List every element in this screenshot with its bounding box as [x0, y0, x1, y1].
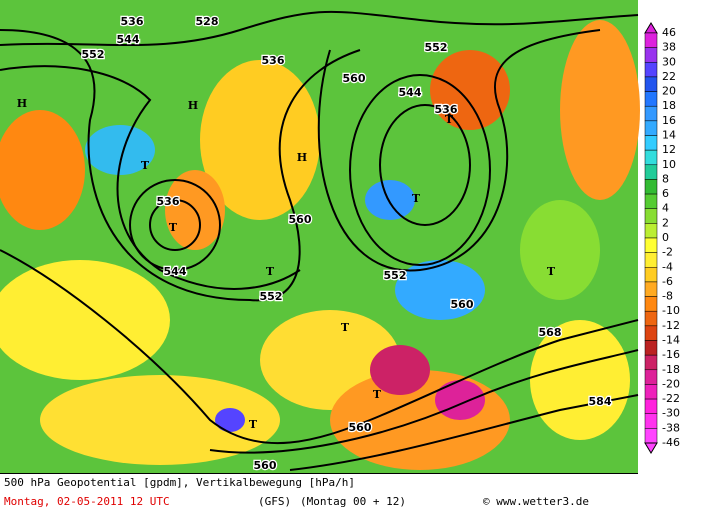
legend-swatch: [644, 32, 658, 48]
map-label: 544: [117, 33, 140, 46]
map-label: 552: [384, 269, 407, 282]
legend-swatch: [644, 62, 658, 78]
map-label: 536: [435, 103, 458, 116]
map-label: T: [547, 265, 556, 278]
legend-label: -12: [662, 319, 680, 332]
legend-label: -4: [662, 260, 673, 273]
legend-label: 38: [662, 41, 676, 54]
legend-swatch: [644, 267, 658, 283]
legend-swatch: [644, 76, 658, 92]
legend-swatch: [644, 120, 658, 136]
legend-cap: [644, 442, 658, 454]
legend-label: 6: [662, 187, 669, 200]
legend-label: -18: [662, 363, 680, 376]
legend-label: 8: [662, 172, 669, 185]
map-label: H: [17, 97, 27, 110]
legend-swatch: [644, 179, 658, 195]
map-label: T: [141, 159, 150, 172]
footer-model: (GFS): [258, 495, 291, 508]
map-label: T: [266, 265, 275, 278]
map-label: 584: [589, 395, 612, 408]
legend-swatch: [644, 105, 658, 122]
map-label: 552: [82, 48, 105, 61]
footer-run: (Montag 00 + 12): [300, 495, 406, 508]
footer-date: Montag, 02-05-2011 12 UTC: [4, 495, 170, 508]
legend-swatch: [644, 384, 658, 400]
legend-label: 14: [662, 129, 676, 142]
legend-swatch: [644, 413, 658, 429]
legend-label: 10: [662, 158, 676, 171]
legend-swatch: [644, 325, 658, 341]
map-label: H: [188, 99, 198, 112]
map-label: T: [169, 221, 178, 234]
legend-label: 12: [662, 143, 676, 156]
legend-label: 20: [662, 85, 676, 98]
legend-label: 4: [662, 202, 669, 215]
map-label: 536: [121, 15, 144, 28]
legend-swatch: [644, 340, 658, 356]
footer-title: 500 hPa Geopotential [gpdm], Vertikalbew…: [4, 476, 355, 489]
legend-label: -16: [662, 348, 680, 361]
legend-swatch: [644, 252, 658, 268]
legend-label: -30: [662, 407, 680, 420]
legend-label: 2: [662, 216, 669, 229]
legend-swatch: [644, 149, 658, 166]
map-label: 560: [289, 213, 312, 226]
footer-credit: © www.wetter3.de: [483, 495, 589, 508]
legend-swatch: [644, 237, 658, 253]
legend-label: -14: [662, 334, 680, 347]
map-field: [0, 0, 640, 473]
map-label: 536: [262, 54, 285, 67]
map-label: 560: [349, 421, 372, 434]
contours: [0, 10, 639, 471]
legend-swatch: [644, 310, 658, 327]
legend-label: 22: [662, 70, 676, 83]
legend-label: 30: [662, 55, 676, 68]
map-label: 560: [254, 459, 277, 472]
map-label: T: [445, 113, 454, 126]
map-label: H: [297, 151, 307, 164]
legend-swatch: [644, 428, 658, 444]
legend-swatch: [644, 193, 658, 209]
legend-swatch: [644, 164, 658, 180]
map-label: 552: [425, 41, 448, 54]
legend-swatch: [644, 296, 658, 312]
legend-label: -10: [662, 304, 680, 317]
legend-swatch: [644, 369, 658, 385]
map-label: 552: [260, 290, 283, 303]
legend-label: -2: [662, 246, 673, 259]
legend-label: 0: [662, 231, 669, 244]
map-label: 536: [157, 195, 180, 208]
map-label: 544: [164, 265, 187, 278]
map-label: 568: [539, 326, 562, 339]
map-label: 560: [451, 298, 474, 311]
legend-swatch: [644, 91, 658, 107]
legend-label: -20: [662, 377, 680, 390]
legend-label: -6: [662, 275, 673, 288]
legend-label: -8: [662, 290, 673, 303]
map-label: 528: [196, 15, 219, 28]
legend-swatch: [644, 208, 658, 224]
legend-swatch: [644, 354, 658, 371]
map-label: 544: [399, 86, 422, 99]
legend-swatch: [644, 398, 658, 414]
map-label: T: [412, 192, 421, 205]
map-label: T: [249, 418, 258, 431]
legend-label: -38: [662, 421, 680, 434]
legend-label: 18: [662, 99, 676, 112]
legend-label: -22: [662, 392, 680, 405]
legend-swatch: [644, 223, 658, 239]
legend-swatch: [644, 281, 658, 297]
legend-label: 46: [662, 26, 676, 39]
map-label: 560: [343, 72, 366, 85]
legend-label: -46: [662, 436, 680, 449]
legend-swatch: [644, 135, 658, 151]
legend-label: 16: [662, 114, 676, 127]
map-label: T: [341, 321, 350, 334]
map-label: T: [373, 388, 382, 401]
legend-swatch: [644, 47, 658, 63]
legend-cap: [644, 22, 658, 34]
